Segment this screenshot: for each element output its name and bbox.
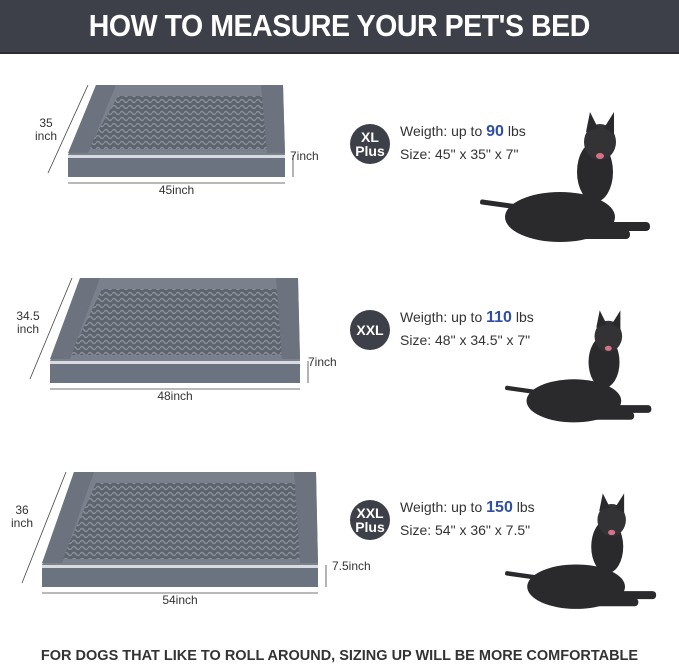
header-banner: HOW TO MEASURE YOUR PET'S BED [0, 0, 679, 54]
weight-unit: lbs [515, 309, 534, 325]
badge-line: XL [361, 129, 379, 145]
dog-photo [480, 112, 650, 242]
weight-prefix: Weigth: up to [400, 499, 483, 515]
weight-unit: lbs [516, 499, 535, 515]
height-label: 7inch [308, 355, 337, 369]
weight-value: 110 [486, 309, 512, 326]
length-label: 54inch [162, 593, 198, 607]
weight-prefix: Weigth: up to [400, 309, 483, 325]
bed-illustration [47, 84, 294, 184]
size-badge: XXL [350, 310, 390, 350]
weight-unit: lbs [507, 123, 526, 139]
badge-line: Plus [355, 519, 385, 535]
bed-illustration [29, 277, 309, 390]
size-spec: Weigth: up to 110 lbs Size: 48" x 34.5" … [400, 306, 534, 351]
length-label: 48inch [157, 389, 193, 403]
weight-value: 90 [486, 123, 504, 140]
depth-label: 35 inch [34, 116, 57, 143]
page-title: HOW TO MEASURE YOUR PET'S BED [88, 8, 591, 43]
dog-photo [505, 310, 652, 423]
size-spec: Weigth: up to 150 lbs Size: 54" x 36" x … [400, 496, 535, 541]
bed-illustration [21, 471, 327, 594]
size-badge: XXL Plus [350, 500, 390, 540]
weight-line: Weigth: up to 150 lbs [400, 496, 535, 519]
badge-line: XXL [356, 322, 384, 338]
weight-value: 150 [486, 499, 513, 516]
depth-label: 36 inch [10, 503, 33, 530]
weight-line: Weigth: up to 110 lbs [400, 306, 534, 329]
weight-prefix: Weigth: up to [400, 123, 483, 139]
depth-label: 34.5 inch [16, 309, 40, 336]
size-spec: Weigth: up to 90 lbs Size: 45" x 35" x 7… [400, 120, 526, 165]
footer-note: FOR DOGS THAT LIKE TO ROLL AROUND, SIZIN… [40, 648, 639, 664]
size-line: Size: 45" x 35" x 7" [400, 146, 519, 162]
size-line: Size: 54" x 36" x 7.5" [400, 522, 531, 538]
length-label: 45inch [158, 183, 195, 197]
height-label: 7.5inch [332, 559, 371, 573]
size-line: Size: 48" x 34.5" x 7" [400, 332, 531, 348]
badge-line: XXL [356, 505, 384, 521]
weight-line: Weigth: up to 90 lbs [400, 120, 526, 143]
size-badge: XL Plus [350, 124, 390, 164]
height-label: 7inch [290, 149, 319, 163]
badge-line: Plus [355, 143, 385, 159]
dog-photo [505, 493, 657, 609]
